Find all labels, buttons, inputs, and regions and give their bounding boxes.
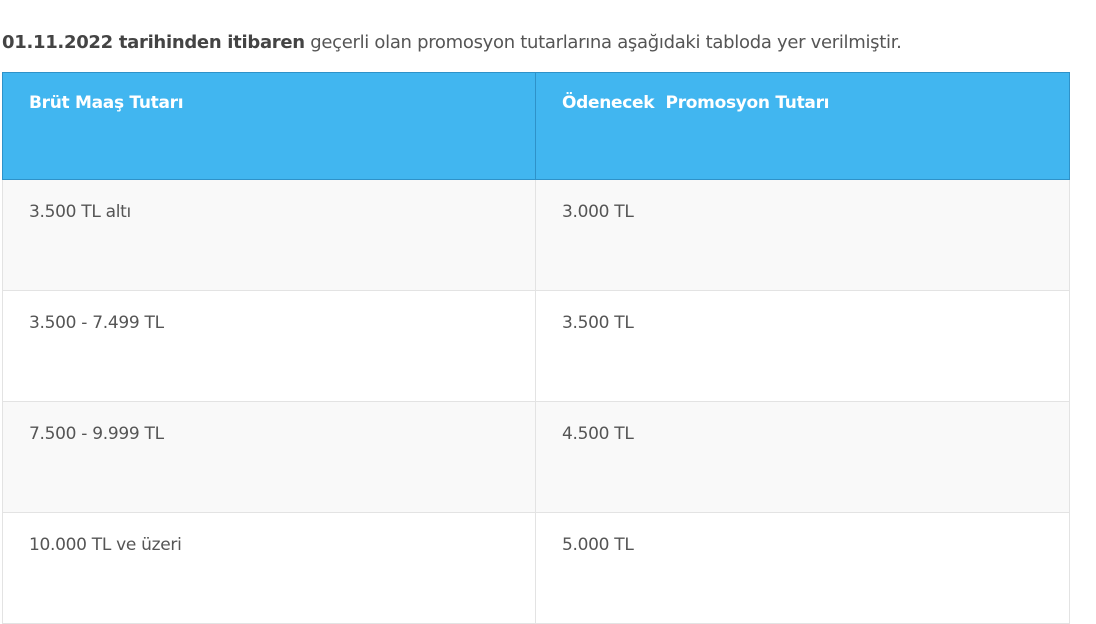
cell-salary: 3.500 TL altı	[2, 179, 536, 291]
intro-date-bold: 01.11.2022 tarihinden itibaren	[2, 32, 305, 53]
intro-rest: geçerli olan promosyon tutarlarına aşağı…	[304, 32, 902, 53]
cell-promotion: 3.500 TL	[535, 290, 1070, 402]
intro-text: 01.11.2022 tarihinden itibaren geçerli o…	[2, 32, 902, 53]
cell-promotion: 3.000 TL	[535, 179, 1070, 291]
promotion-table: Brüt Maaş Tutarı Ödenecek Promosyon Tuta…	[2, 72, 1070, 624]
table-header-row: Brüt Maaş Tutarı Ödenecek Promosyon Tuta…	[2, 72, 1070, 180]
header-gross-salary: Brüt Maaş Tutarı	[2, 72, 536, 180]
table-row: 7.500 - 9.999 TL 4.500 TL	[2, 401, 1070, 513]
header-promotion-amount: Ödenecek Promosyon Tutarı	[535, 72, 1070, 180]
cell-promotion: 4.500 TL	[535, 401, 1070, 513]
cell-salary: 10.000 TL ve üzeri	[2, 512, 536, 624]
cell-salary: 3.500 - 7.499 TL	[2, 290, 536, 402]
cell-salary: 7.500 - 9.999 TL	[2, 401, 536, 513]
table-row: 3.500 - 7.499 TL 3.500 TL	[2, 290, 1070, 402]
table-row: 10.000 TL ve üzeri 5.000 TL	[2, 512, 1070, 624]
table-row: 3.500 TL altı 3.000 TL	[2, 179, 1070, 291]
cell-promotion: 5.000 TL	[535, 512, 1070, 624]
